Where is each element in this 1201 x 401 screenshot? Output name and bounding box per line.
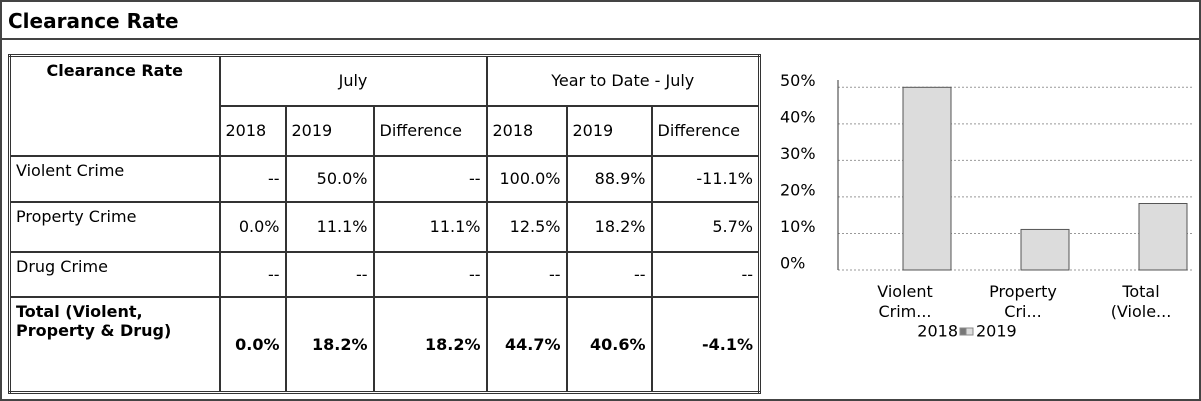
bar xyxy=(1020,228,1070,271)
value-cell: -- xyxy=(218,154,287,203)
value-cell: -- xyxy=(485,250,568,298)
table: Clearance Rate July Year to Date - July 201… xyxy=(8,54,761,394)
header-cell: Clearance Rate xyxy=(8,54,221,157)
header-cell: 2018 xyxy=(218,104,287,157)
value-cell: 0.0% xyxy=(218,200,287,253)
x-tick-label: Violent Crim... xyxy=(877,282,933,321)
table-row: Violent Crime -- 50.0% -- 100.0% 88.9% -11.1% xyxy=(8,154,761,203)
value-cell: 18.2% xyxy=(284,295,375,394)
header-cell: Year to Date - July xyxy=(485,54,761,107)
legend-label: 2018 xyxy=(917,322,958,341)
header-cell: Difference xyxy=(650,104,761,157)
value-cell: -- xyxy=(372,250,488,298)
row-label: Total (Violent, Property & Drug) xyxy=(8,295,221,394)
header-cell: 2018 xyxy=(485,104,568,157)
value-cell: 12.5% xyxy=(485,200,568,253)
value-cell: -4.1% xyxy=(650,295,761,394)
value-cell: -- xyxy=(218,250,287,298)
value-cell: 40.6% xyxy=(565,295,653,394)
value-cell: 0.0% xyxy=(218,295,287,394)
value-cell: 18.2% xyxy=(372,295,488,394)
value-cell: 18.2% xyxy=(565,200,653,253)
value-cell: 88.9% xyxy=(565,154,653,203)
row-label: Violent Crime xyxy=(8,154,221,203)
table-row: Total (Violent, Property & Drug) 0.0% 18.2… xyxy=(8,295,761,394)
x-tick-label: Property Cri... xyxy=(989,282,1057,321)
header-cell: 2019 xyxy=(565,104,653,157)
value-cell: 11.1% xyxy=(284,200,375,253)
legend-swatch xyxy=(965,327,974,336)
header-cell: 2019 xyxy=(284,104,375,157)
legend-label: 2019 xyxy=(976,322,1017,341)
x-tick-label: Total (Viole... xyxy=(1111,282,1172,321)
table-row: Property Crime 0.0% 11.1% 11.1% 12.5% 18.2% 5.… xyxy=(8,200,761,253)
y-tick-label: 10% xyxy=(780,217,816,236)
panel-title: Clearance Rate xyxy=(2,2,1199,40)
value-cell: -11.1% xyxy=(650,154,761,203)
table-row: Drug Crime -- -- -- -- -- -- xyxy=(8,250,761,298)
value-cell: 50.0% xyxy=(284,154,375,203)
row-label: Drug Crime xyxy=(8,250,221,298)
y-tick-label: 50% xyxy=(780,71,816,90)
value-cell: 44.7% xyxy=(485,295,568,394)
bar xyxy=(902,86,952,271)
bar xyxy=(1138,203,1188,271)
value-cell: -- xyxy=(372,154,488,203)
y-tick-label: 20% xyxy=(780,180,816,199)
value-cell: 11.1% xyxy=(372,200,488,253)
y-tick-label: 30% xyxy=(780,144,816,163)
value-cell: -- xyxy=(284,250,375,298)
y-tick-label: 40% xyxy=(780,107,816,126)
y-tick-label: 0% xyxy=(780,254,805,273)
value-cell: 5.7% xyxy=(650,200,761,253)
value-cell: -- xyxy=(565,250,653,298)
header-cell: Difference xyxy=(372,104,488,157)
value-cell: -- xyxy=(650,250,761,298)
header-row: 2018 2019 Difference 2018 2019 Difference xyxy=(10,104,761,157)
header-cell: July xyxy=(218,54,488,107)
chart: 0% 10% 20% 30% 40% 50% Violent Crim... Property C… xyxy=(780,71,1192,341)
value-cell: 100.0% xyxy=(485,154,568,203)
row-label: Property Crime xyxy=(8,200,221,253)
header-row: Clearance Rate July Year to Date - July xyxy=(8,54,761,157)
